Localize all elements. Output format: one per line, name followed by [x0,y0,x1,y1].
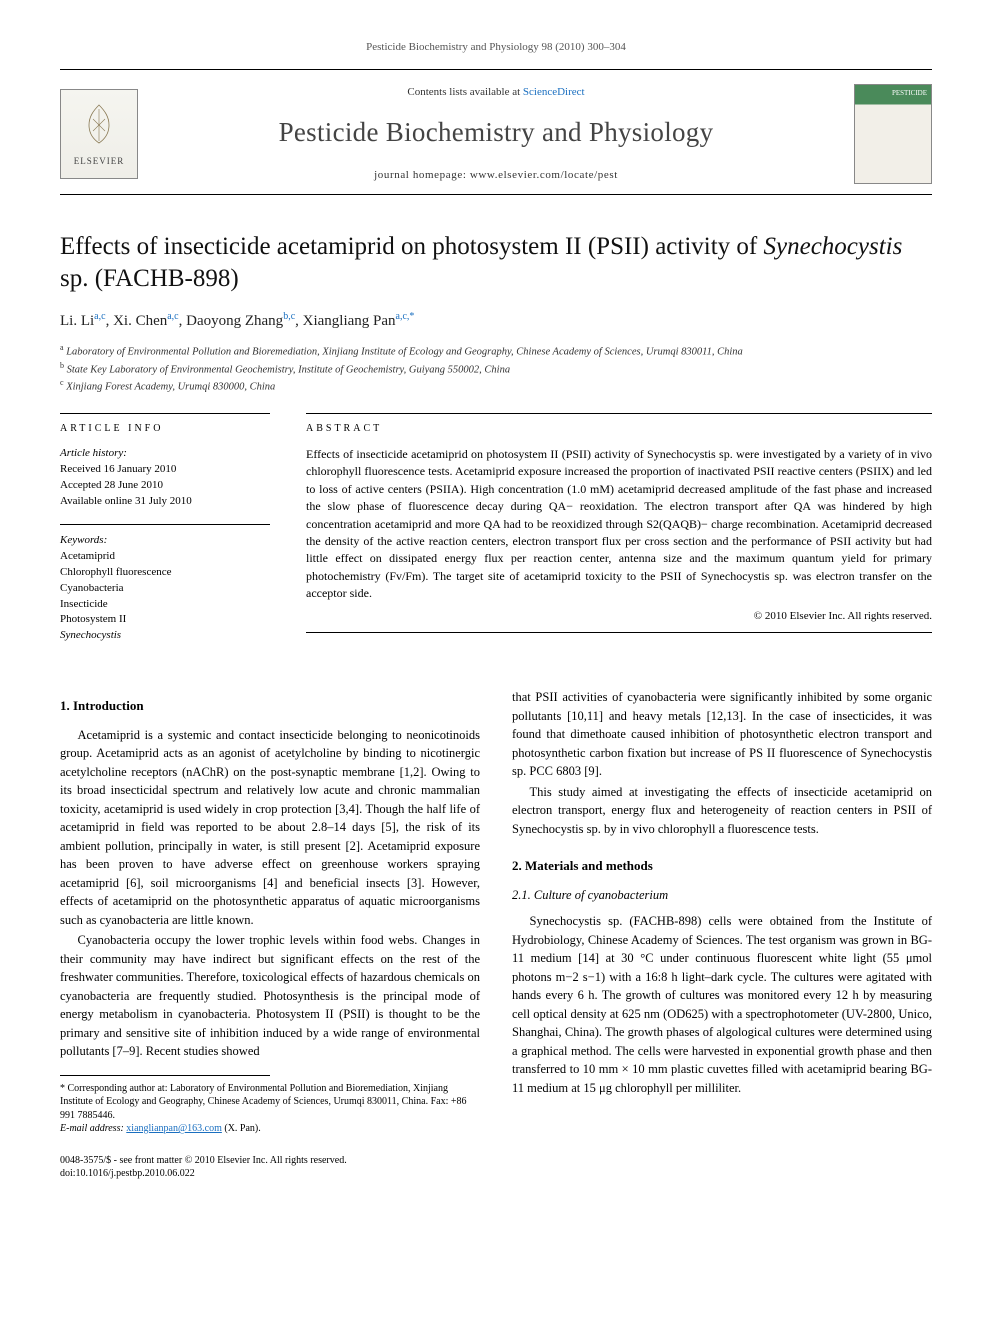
email-name: (X. Pan). [222,1123,261,1134]
front-matter-line: 0048-3575/$ - see front matter © 2010 El… [60,1154,480,1168]
journal-cover-thumbnail: PESTICIDE [854,84,932,184]
intro-para-2: Cyanobacteria occupy the lower trophic l… [60,931,480,1061]
mm-para-1: Synechocystis sp. (FACHB-898) cells were… [512,912,932,1097]
affiliations: a Laboratory of Environmental Pollution … [60,342,932,395]
email-footnote: E-mail address: xianglianpan@163.com (X.… [60,1122,480,1136]
keyword-6: Synechocystis [60,628,270,644]
title-lead: Effects of insecticide acetamiprid on ph… [60,233,764,260]
abstract-bottom-rule [306,632,932,633]
section-2-1-head: 2.1. Culture of cyanobacterium [512,886,932,905]
keyword-1: Acetamiprid [60,549,270,565]
publisher-logo: ELSEVIER [60,89,138,179]
history-received: Received 16 January 2010 [60,462,270,478]
history-label: Article history: [60,446,270,462]
author-2: Xi. Chena,c [113,313,179,329]
running-header: Pesticide Biochemistry and Physiology 98… [60,40,932,55]
elsevier-tree-icon [79,101,119,147]
journal-masthead: ELSEVIER Contents lists available at Sci… [60,69,932,195]
author-4: Xiangliang Pana,c,* [303,313,415,329]
section-2-head: 2. Materials and methods [512,856,932,875]
article-history: Article history: Received 16 January 201… [60,446,270,510]
cover-label: PESTICIDE [859,89,927,99]
keyword-4: Insecticide [60,597,270,613]
intro-para-3: that PSII activities of cyanobacteria we… [512,688,932,781]
info-abstract-row: ARTICLE INFO Article history: Received 1… [60,413,932,658]
keyword-3: Cyanobacteria [60,581,270,597]
abstract-head: ABSTRACT [306,413,932,436]
body-two-columns: 1. Introduction Acetamiprid is a systemi… [60,688,932,1180]
author-1: Li. Lia,c [60,313,106,329]
affiliation-a: a Laboratory of Environmental Pollution … [60,342,932,360]
journal-homepage: journal homepage: www.elsevier.com/locat… [156,168,836,183]
keyword-2: Chlorophyll fluorescence [60,565,270,581]
email-label: E-mail address: [60,1123,124,1134]
title-tail: sp. (FACHB-898) [60,265,239,292]
section-1-head: 1. Introduction [60,696,480,715]
affiliation-c: c Xinjiang Forest Academy, Urumqi 830000… [60,377,932,395]
abstract-column: ABSTRACT Effects of insecticide acetamip… [306,413,932,658]
intro-para-1: Acetamiprid is a systemic and contact in… [60,726,480,930]
info-divider [60,524,270,525]
publisher-name: ELSEVIER [74,155,125,168]
sciencedirect-link[interactable]: ScienceDirect [523,86,585,98]
affiliation-b: b State Key Laboratory of Environmental … [60,360,932,378]
history-accepted: Accepted 28 June 2010 [60,478,270,494]
abstract-text: Effects of insecticide acetamiprid on ph… [306,446,932,603]
doi-line: doi:10.1016/j.pestbp.2010.06.022 [60,1167,480,1181]
corr-label: * Corresponding author at: [60,1083,170,1094]
keywords-label: Keywords: [60,533,270,549]
contents-prefix: Contents lists available at [407,86,522,98]
doi-block: 0048-3575/$ - see front matter © 2010 El… [60,1154,480,1181]
article-info-head: ARTICLE INFO [60,413,270,436]
abstract-copyright: © 2010 Elsevier Inc. All rights reserved… [306,609,932,624]
journal-name: Pesticide Biochemistry and Physiology [156,114,836,152]
contents-line: Contents lists available at ScienceDirec… [156,85,836,100]
corresponding-footnote: * Corresponding author at: Laboratory of… [60,1082,480,1123]
corr-email-link[interactable]: xianglianpan@163.com [126,1123,222,1134]
history-online: Available online 31 July 2010 [60,494,270,510]
author-3: Daoyong Zhangb,c [186,313,295,329]
title-taxon: Synechocystis [764,233,903,260]
footnote-rule [60,1075,270,1076]
keyword-5: Photosystem II [60,612,270,628]
article-info-column: ARTICLE INFO Article history: Received 1… [60,413,270,658]
keywords-block: Keywords: Acetamiprid Chlorophyll fluore… [60,533,270,645]
masthead-center: Contents lists available at ScienceDirec… [156,85,836,184]
intro-para-4: This study aimed at investigating the ef… [512,783,932,839]
author-line: Li. Lia,c, Xi. Chena,c, Daoyong Zhangb,c… [60,310,932,332]
article-title: Effects of insecticide acetamiprid on ph… [60,231,932,294]
